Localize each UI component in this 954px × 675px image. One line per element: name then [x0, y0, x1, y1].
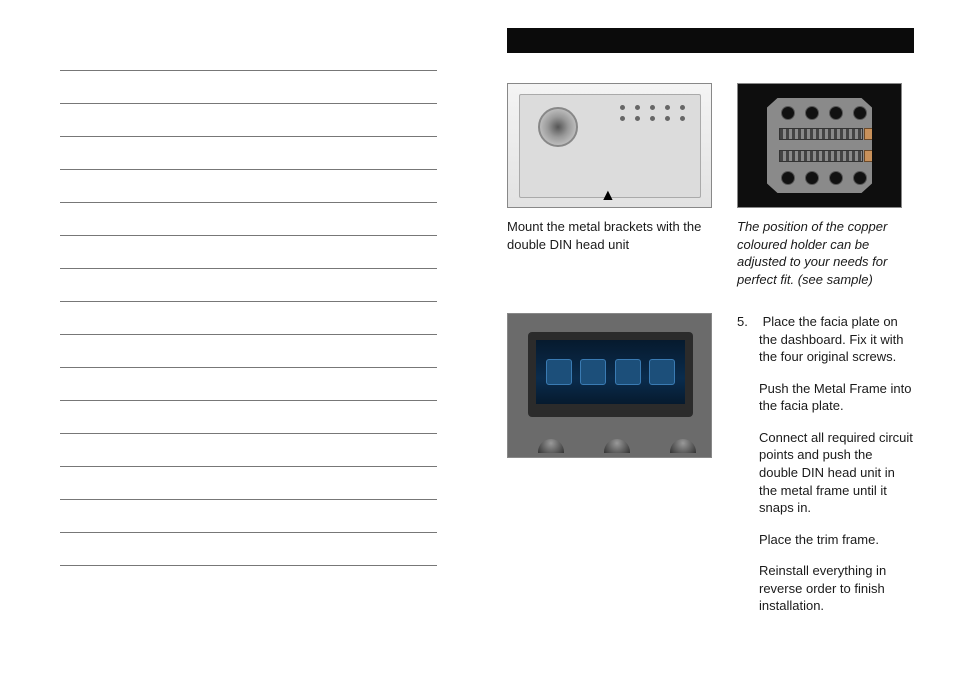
step-number: 5. [737, 313, 753, 331]
knob-icon [604, 439, 630, 453]
step-paragraph-text: Place the facia plate on the dashboard. … [759, 314, 904, 364]
dashboard-knobs [538, 439, 696, 453]
screen-tile-icon [546, 359, 572, 385]
hole-icon [805, 106, 819, 120]
ruled-line [60, 291, 437, 302]
arrow-up-icon: ▲ [600, 187, 616, 205]
ruled-line [60, 93, 437, 104]
ruled-line [60, 522, 437, 533]
hole-icon [853, 106, 867, 120]
copper-holder-icon [864, 150, 890, 162]
figure-bracket [737, 83, 902, 208]
hole-icon [829, 171, 843, 185]
hole-icon [680, 116, 685, 121]
ruled-lines [60, 60, 437, 566]
head-unit-body [519, 94, 701, 198]
instruction-column: ▲ Mount the metal brackets with the doub… [477, 0, 954, 675]
figure-2-block: The position of the copper coloured hold… [737, 83, 912, 288]
step-paragraph: 5. Place the facia plate on the dashboar… [759, 313, 914, 366]
step-paragraph: Push the Metal Frame into the facia plat… [759, 380, 914, 415]
dashboard-trim [528, 332, 693, 417]
hole-icon [635, 116, 640, 121]
figure-1-caption: Mount the metal brackets with the double… [507, 218, 712, 253]
step-paragraph: Place the trim frame. [759, 531, 914, 549]
step-paragraph: Reinstall everything in reverse order to… [759, 562, 914, 615]
ruled-line [60, 159, 437, 170]
bracket-slot [779, 150, 863, 162]
ruled-line [60, 225, 437, 236]
hole-icon [781, 106, 795, 120]
ruled-line [60, 423, 437, 434]
fan-icon [538, 107, 578, 147]
screen-tile-icon [580, 359, 606, 385]
hole-icon [665, 105, 670, 110]
hole-icon [853, 171, 867, 185]
dashboard-screen [536, 340, 685, 404]
figure-1-block: ▲ Mount the metal brackets with the doub… [507, 83, 712, 288]
figure-head-unit: ▲ [507, 83, 712, 208]
ruled-line [60, 126, 437, 137]
ruled-line [60, 456, 437, 467]
notes-column [0, 0, 477, 675]
knob-icon [670, 439, 696, 453]
hole-icon [829, 106, 843, 120]
hole-icon [620, 105, 625, 110]
hole-icon [805, 171, 819, 185]
mount-holes [620, 105, 690, 121]
hole-icon [635, 105, 640, 110]
ruled-line [60, 258, 437, 269]
figure-dashboard [507, 313, 712, 458]
hole-icon [620, 116, 625, 121]
page: ▲ Mount the metal brackets with the doub… [0, 0, 954, 675]
copper-holder-icon [864, 128, 890, 140]
hole-icon [781, 171, 795, 185]
ruled-line [60, 324, 437, 335]
knob-icon [538, 439, 564, 453]
header-bar [507, 28, 914, 53]
ruled-line [60, 489, 437, 500]
hole-icon [650, 105, 655, 110]
screen-tile-icon [615, 359, 641, 385]
step-text: 5. Place the facia plate on the dashboar… [737, 313, 914, 629]
ruled-line [60, 60, 437, 71]
bracket-holes-top [781, 106, 867, 120]
bracket-slot [779, 128, 863, 140]
bracket-holes-bottom [781, 171, 867, 185]
screen-tile-icon [649, 359, 675, 385]
step-paragraph: Connect all required circuit points and … [759, 429, 914, 517]
hole-icon [665, 116, 670, 121]
figure-row-1: ▲ Mount the metal brackets with the doub… [507, 83, 914, 288]
ruled-line [60, 390, 437, 401]
ruled-line [60, 357, 437, 368]
bracket-plate [767, 98, 872, 193]
figure-2-caption: The position of the copper coloured hold… [737, 218, 912, 288]
hole-icon [650, 116, 655, 121]
hole-icon [680, 105, 685, 110]
figure-row-2: 5. Place the facia plate on the dashboar… [507, 313, 914, 629]
ruled-line [60, 192, 437, 203]
ruled-line [60, 555, 437, 566]
